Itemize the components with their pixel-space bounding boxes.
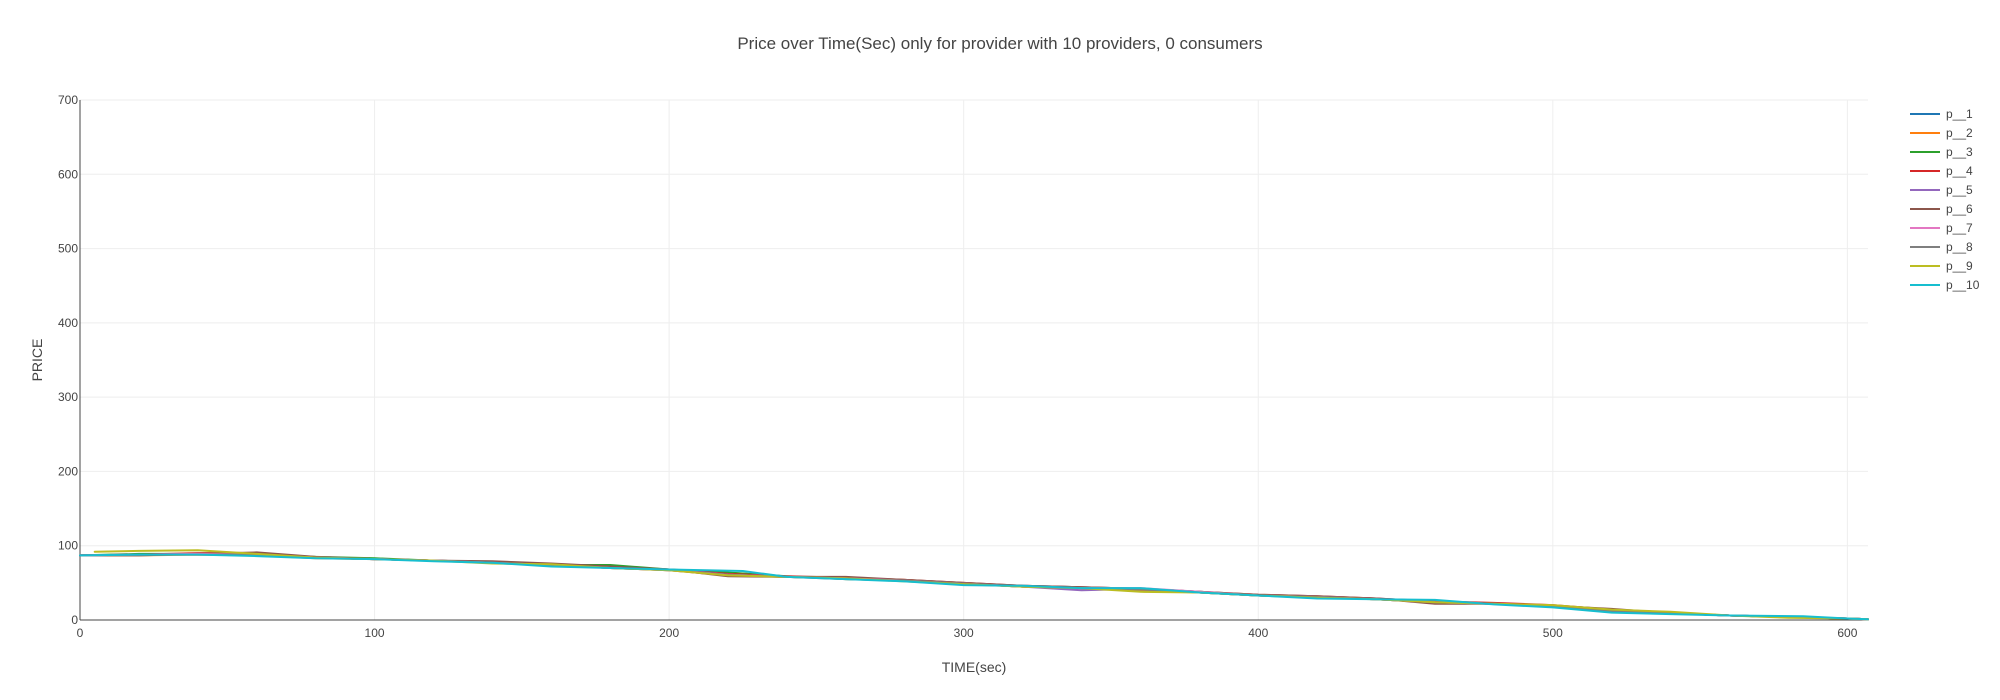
legend-label: p__9 xyxy=(1946,259,1973,273)
y-tick-label: 500 xyxy=(58,242,78,256)
x-axis-title: TIME(sec) xyxy=(942,659,1007,675)
legend-item-p__8[interactable]: p__8 xyxy=(1910,240,1973,254)
legend-label: p__3 xyxy=(1946,145,1973,159)
legend-label: p__4 xyxy=(1946,164,1973,178)
y-tick-label: 700 xyxy=(58,93,78,107)
x-tick-label: 300 xyxy=(954,626,974,640)
x-tick-label: 400 xyxy=(1248,626,1268,640)
series-line-p__10 xyxy=(79,553,1869,621)
legend-label: p__2 xyxy=(1946,126,1973,140)
legend-item-p__9[interactable]: p__9 xyxy=(1910,259,1973,273)
legend-label: p__1 xyxy=(1946,107,1973,121)
legend-label: p__6 xyxy=(1946,202,1973,216)
legend-label: p__7 xyxy=(1946,221,1973,235)
legend[interactable]: p__1 p__2 p__3 p__4 p__5 p__6 p__7 p__8 p__9 p__1… xyxy=(1910,107,1980,292)
legend-item-p__3[interactable]: p__3 xyxy=(1910,145,1973,159)
y-tick-label: 600 xyxy=(58,167,78,181)
x-tick-label: 0 xyxy=(77,626,84,640)
y-tick-label: 300 xyxy=(58,390,78,404)
legend-label: p__5 xyxy=(1946,183,1973,197)
x-tick-label: 600 xyxy=(1837,626,1857,640)
y-tick-label: 100 xyxy=(58,539,78,553)
legend-item-p__1[interactable]: p__1 xyxy=(1910,107,1973,121)
x-tick-label: 500 xyxy=(1543,626,1563,640)
y-axis-title: PRICE xyxy=(29,339,45,382)
chart-title: Price over Time(Sec) only for provider w… xyxy=(737,34,1262,53)
y-tick-label: 400 xyxy=(58,316,78,330)
legend-item-p__10[interactable]: p__10 xyxy=(1910,278,1980,292)
y-tick-label: 0 xyxy=(71,613,78,627)
legend-item-p__7[interactable]: p__7 xyxy=(1910,221,1973,235)
legend-label: p__10 xyxy=(1946,278,1980,292)
y-tick-label: 200 xyxy=(58,464,78,478)
legend-item-p__5[interactable]: p__5 xyxy=(1910,183,1973,197)
grid-layer xyxy=(80,99,1868,620)
series-layer xyxy=(79,549,1869,621)
axes-layer: 0 100 200 300 400 500 600 0 100 200 300 400 500 600 70… xyxy=(58,93,1868,640)
legend-item-p__4[interactable]: p__4 xyxy=(1910,164,1973,178)
legend-label: p__8 xyxy=(1946,240,1973,254)
x-tick-label: 100 xyxy=(365,626,385,640)
legend-item-p__2[interactable]: p__2 xyxy=(1910,126,1973,140)
legend-item-p__6[interactable]: p__6 xyxy=(1910,202,1973,216)
x-tick-label: 200 xyxy=(659,626,679,640)
